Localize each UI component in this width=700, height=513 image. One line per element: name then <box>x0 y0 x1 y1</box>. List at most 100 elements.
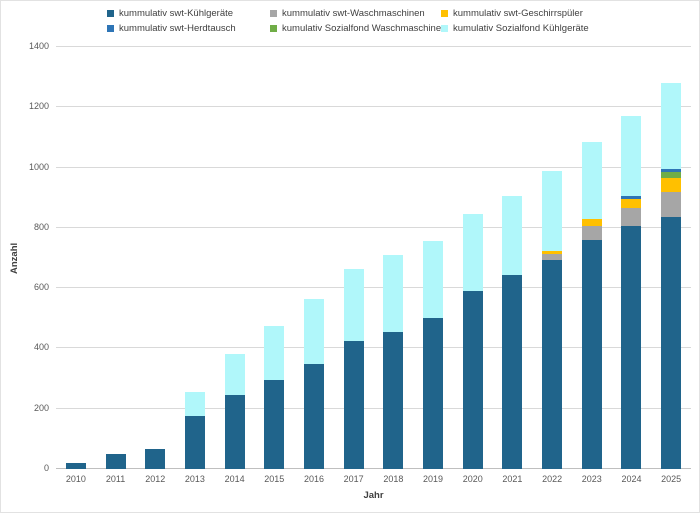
bar-segment <box>264 380 285 469</box>
bar-segment <box>661 217 682 469</box>
x-tick-label-2019: 2019 <box>423 474 444 484</box>
bar-segment <box>184 392 205 417</box>
bar-segment <box>621 116 642 197</box>
bar-column-2013 <box>175 47 215 469</box>
bar-segment <box>462 214 483 292</box>
gridline-400 <box>56 347 691 349</box>
x-tick-label-2012: 2012 <box>145 474 166 484</box>
bar-segment <box>661 172 682 179</box>
bar-segment <box>423 241 444 319</box>
gridline-600 <box>56 287 691 289</box>
bar-2020[interactable] <box>462 47 483 469</box>
y-axis-title: Anzahl <box>9 242 20 274</box>
x-tick-label-2021: 2021 <box>502 474 523 484</box>
bar-segment <box>502 196 523 275</box>
bar-column-2010 <box>56 47 96 469</box>
y-tick-label-400: 400 <box>33 342 49 353</box>
legend-marker-sozialfond-waschmaschine <box>270 25 277 32</box>
legend-item-sozialfond-kuehlgeraete[interactable]: kumulativ Sozialfond Kühlgeräte <box>441 23 589 34</box>
y-tick-label-1200: 1200 <box>28 101 49 112</box>
bar-column-2022 <box>532 47 572 469</box>
bar-column-2024 <box>612 47 652 469</box>
bar-2023[interactable] <box>581 47 602 469</box>
x-tick-label-2022: 2022 <box>542 474 563 484</box>
bar-2018[interactable] <box>383 47 404 469</box>
legend-marker-swt-geschirrspueler <box>441 10 448 17</box>
legend-marker-swt-herdtausch <box>107 25 114 32</box>
legend-item-swt-waschmaschinen[interactable]: kummulativ swt-Waschmaschinen <box>270 8 441 19</box>
bar-segment <box>542 253 563 260</box>
bar-column-2023 <box>572 47 612 469</box>
y-tick-label-200: 200 <box>33 402 49 413</box>
bar-segment <box>542 259 563 469</box>
bar-column-2019 <box>413 47 453 469</box>
gridline-1400 <box>56 46 691 47</box>
legend-item-sozialfond-waschmaschine[interactable]: kumulativ Sozialfond Waschmaschine <box>270 23 441 34</box>
x-tick-label-2016: 2016 <box>303 474 324 484</box>
bar-column-2011 <box>96 47 136 469</box>
bar-column-2016 <box>294 47 334 469</box>
x-axis-title: Jahr <box>363 490 384 501</box>
chart-legend: kummulativ swt-Kühlgeräte kummulativ swt-… <box>107 8 589 34</box>
bar-column-2021 <box>493 47 533 469</box>
bar-2019[interactable] <box>423 47 444 469</box>
bar-2015[interactable] <box>264 47 285 469</box>
x-tick-label-2024: 2024 <box>621 474 642 484</box>
bar-segment <box>423 318 444 469</box>
y-tick-label-800: 800 <box>33 221 49 232</box>
bar-column-2017 <box>334 47 374 469</box>
bar-2016[interactable] <box>303 47 324 469</box>
bar-2017[interactable] <box>343 47 364 469</box>
bar-segment <box>105 453 126 469</box>
legend-label: kummulativ swt-Kühlgeräte <box>119 8 234 19</box>
bar-segment <box>542 250 563 254</box>
bar-segment <box>661 83 682 170</box>
bar-segment <box>661 191 682 218</box>
legend-item-swt-kuehlgeraete[interactable]: kummulativ swt-Kühlgeräte <box>107 8 270 19</box>
bar-segment <box>145 449 166 469</box>
bar-segment <box>462 291 483 469</box>
x-tick-label-2018: 2018 <box>383 474 404 484</box>
bar-segment <box>581 218 602 227</box>
x-axis-labels: 2010 2011 2012 2013 2014 2015 2016 2017 2018 2019… <box>56 474 691 484</box>
bar-segment <box>303 363 324 469</box>
bar-2011[interactable] <box>105 47 126 469</box>
bar-column-2014 <box>215 47 255 469</box>
bar-column-2012 <box>135 47 175 469</box>
plot-area: 0 200 400 600 800 1000 1200 1400 <box>29 42 691 473</box>
bar-2012[interactable] <box>145 47 166 469</box>
gridline-1200 <box>56 106 691 108</box>
bar-segment <box>542 170 563 251</box>
bars-layer <box>56 47 691 469</box>
y-tick-label-600: 600 <box>33 282 49 293</box>
bar-2022[interactable] <box>542 47 563 469</box>
bar-2013[interactable] <box>184 47 205 469</box>
bar-2010[interactable] <box>65 47 86 469</box>
x-tick-label-2013: 2013 <box>184 474 205 484</box>
bar-segment <box>621 226 642 469</box>
bar-segment <box>621 196 642 200</box>
legend-label: kummulativ swt-Waschmaschinen <box>282 8 425 19</box>
y-tick-label-1000: 1000 <box>28 161 49 172</box>
bar-2014[interactable] <box>224 47 245 469</box>
bar-2024[interactable] <box>621 47 642 469</box>
legend-label: kummulativ swt-Herdtausch <box>119 23 236 34</box>
bar-2021[interactable] <box>502 47 523 469</box>
legend-marker-swt-kuehlgeraete <box>107 10 114 17</box>
bar-column-2018 <box>374 47 414 469</box>
legend-label: kumulativ Sozialfond Waschmaschine <box>282 23 442 34</box>
legend-item-swt-herdtausch[interactable]: kummulativ swt-Herdtausch <box>107 23 270 34</box>
bar-2025[interactable] <box>661 47 682 469</box>
gridline-200 <box>56 407 691 409</box>
bar-segment <box>264 325 285 381</box>
bar-segment <box>224 354 245 396</box>
gridline-800 <box>56 226 691 228</box>
x-tick-label-2015: 2015 <box>264 474 285 484</box>
legend-marker-sozialfond-kuehlgeraete <box>441 25 448 32</box>
legend-item-swt-geschirrspueler[interactable]: kummulativ swt-Geschirrspüler <box>441 8 589 19</box>
bar-column-2015 <box>254 47 294 469</box>
bar-segment <box>661 178 682 192</box>
x-tick-label-2011: 2011 <box>105 474 126 484</box>
gridline-1000 <box>56 166 691 168</box>
